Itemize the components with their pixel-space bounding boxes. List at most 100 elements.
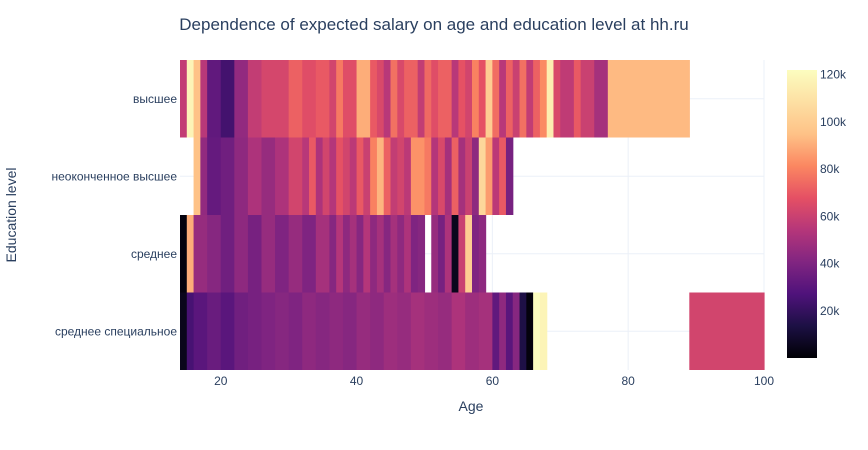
x-axis-label: Age (459, 398, 484, 414)
y-axis-ticks: высшее неоконченное высшее среднее среднее … (52, 92, 178, 339)
y-tick-label: неоконченное высшее (52, 169, 178, 183)
heatmap-cell (288, 137, 303, 215)
heatmap-cell (234, 292, 249, 370)
heatmap-cell (234, 137, 249, 215)
colorbar-tick-label: 20k (820, 304, 840, 318)
heatmap-cell (444, 215, 453, 293)
heatmap-cell (342, 60, 358, 138)
heatmap-cell (444, 137, 453, 215)
heatmap-cell (505, 137, 514, 215)
x-tick-label: 20 (214, 374, 228, 388)
heatmap-cell (309, 137, 317, 215)
heatmap-cell (431, 215, 439, 293)
heatmap-cell (492, 137, 500, 215)
heatmap-cell (397, 137, 405, 215)
heatmap-cell (247, 215, 263, 293)
colorbar-tick-label: 40k (820, 257, 840, 271)
heatmap-cell (499, 137, 507, 215)
colorbar: 20k 40k 60k 80k 100k 120k (787, 68, 847, 358)
heatmap-cell (438, 292, 453, 370)
heatmap-cell (451, 137, 460, 215)
heatmap-cell (349, 215, 358, 293)
heatmap-cell (526, 292, 534, 370)
heatmap-cell (478, 215, 487, 293)
heatmap-cell (370, 137, 378, 215)
heatmap-cell (458, 60, 466, 138)
heatmap-cell (594, 60, 609, 138)
heatmap-cell (336, 60, 344, 138)
heatmap-cell (180, 215, 188, 293)
heatmap-cell (485, 60, 493, 138)
heatmap-cell (302, 215, 317, 293)
heatmap-cell (499, 60, 507, 138)
heatmap-cell (560, 60, 575, 138)
heatmap-cell (356, 137, 364, 215)
x-tick-label: 40 (350, 374, 364, 388)
heatmap-cell (180, 292, 188, 370)
heatmap-cell (404, 137, 412, 215)
y-tick-label: среднее (131, 247, 177, 261)
heatmap-cell (383, 137, 392, 215)
heatmap-cell (410, 215, 419, 293)
heatmap-cell (200, 137, 208, 215)
x-tick-label: 60 (486, 374, 500, 388)
heatmap-cell (404, 60, 419, 138)
heatmap-cell (431, 60, 439, 138)
heatmap-cell (376, 60, 385, 138)
heatmap-cell (247, 292, 263, 370)
heatmap-cell (193, 292, 208, 370)
heatmap-cell (404, 215, 412, 293)
heatmap-cell (207, 215, 222, 293)
heatmap-cell (472, 215, 480, 293)
x-axis-ticks: 20 40 60 80 100 (214, 374, 774, 388)
colorbar-tick-label: 80k (820, 162, 840, 176)
heatmap-cell (573, 60, 582, 138)
heatmap-cell (220, 292, 235, 370)
heatmap-cell (539, 60, 548, 138)
heatmap-cell (417, 215, 426, 293)
heatmap-cell (315, 292, 330, 370)
heatmap-cell (315, 137, 324, 215)
heatmap-cell (261, 215, 276, 293)
heatmap-cell (315, 60, 330, 138)
heatmap-cell (329, 292, 344, 370)
heatmap-cell (465, 60, 473, 138)
heatmap-cell (410, 137, 426, 215)
heatmap-cell (207, 60, 222, 138)
heatmap-cell (451, 292, 466, 370)
heatmap-cell (186, 292, 195, 370)
heatmap-cell (417, 60, 426, 138)
heatmap-cell (451, 215, 460, 293)
x-tick-label: 80 (622, 374, 636, 388)
heatmap-cell (315, 215, 330, 293)
x-tick-label: 100 (754, 374, 774, 388)
y-axis-label: Education level (3, 168, 19, 263)
heatmap-cell (580, 60, 595, 138)
colorbar-tick-label: 120k (820, 68, 847, 82)
heatmap-cell (247, 137, 263, 215)
colorbar-gradient (787, 70, 817, 358)
heatmap-cell (288, 60, 303, 138)
heatmap-cell (383, 292, 398, 370)
heatmap-cell (438, 215, 446, 293)
heatmap-cell (526, 60, 534, 138)
heatmap-cell (200, 60, 208, 138)
heatmap-cell (431, 137, 439, 215)
heatmap-cell (492, 292, 500, 370)
heatmap-cell (180, 60, 188, 138)
heatmap-cell (546, 60, 555, 138)
heatmap-cell (261, 292, 276, 370)
heatmap-cell (261, 60, 290, 138)
heatmap-cell (336, 215, 344, 293)
heatmap-cell (465, 215, 473, 293)
heatmap-cell (234, 60, 249, 138)
heatmap-cell (512, 60, 521, 138)
heatmap-cell (689, 292, 765, 370)
heatmap-cell (512, 292, 521, 370)
heatmap-cell (424, 60, 432, 138)
heatmap-cell (478, 60, 487, 138)
heatmap-cell (186, 60, 195, 138)
heatmap-cell (302, 292, 317, 370)
y-tick-label: высшее (133, 92, 177, 106)
heatmap-cell (322, 137, 330, 215)
